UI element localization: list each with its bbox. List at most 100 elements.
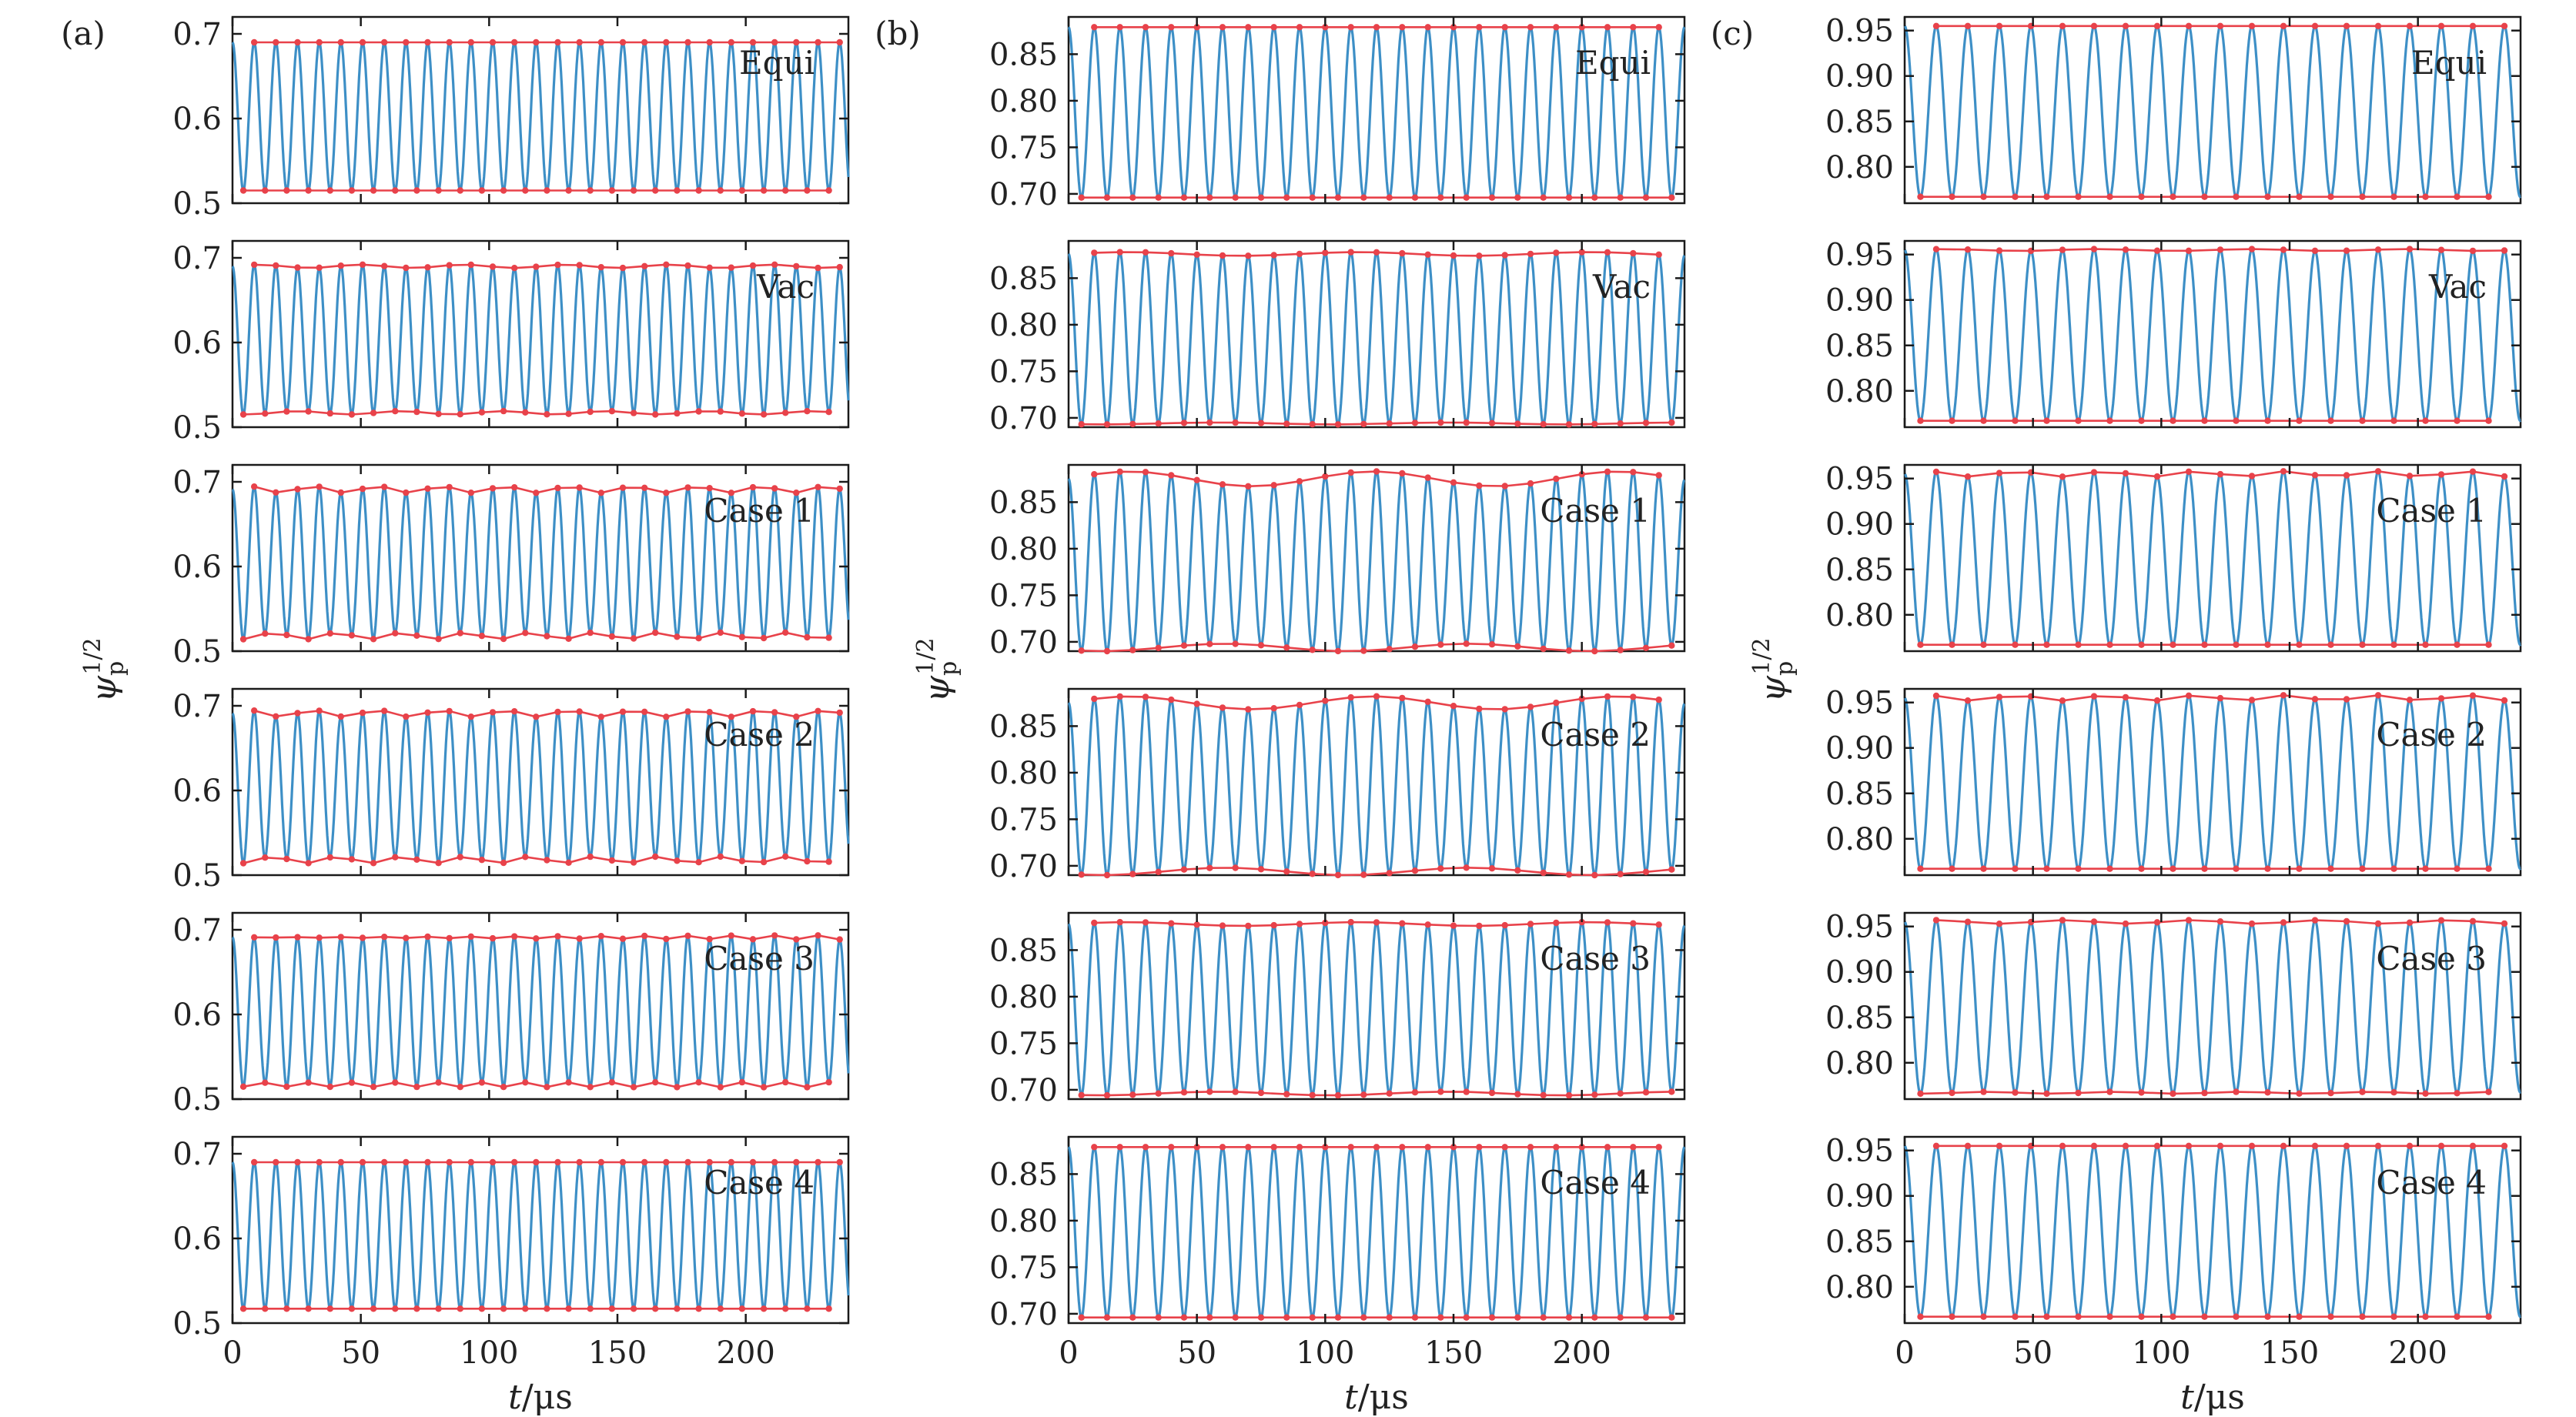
lower-envelope-marker bbox=[1642, 419, 1650, 426]
lower-envelope-marker bbox=[283, 855, 290, 863]
upper-envelope-marker bbox=[641, 1158, 648, 1166]
upper-envelope-marker bbox=[1450, 479, 1457, 486]
upper-envelope-marker bbox=[424, 264, 431, 271]
upper-envelope-marker bbox=[273, 713, 279, 720]
y-tick-label: 0.7 bbox=[172, 465, 222, 500]
lower-envelope-marker bbox=[2422, 193, 2429, 200]
lower-envelope-marker bbox=[1283, 644, 1290, 651]
y-tick-label: 0.70 bbox=[989, 849, 1058, 884]
upper-envelope-marker bbox=[1245, 24, 1252, 31]
lower-envelope-marker bbox=[1617, 1090, 1624, 1097]
upper-envelope-marker bbox=[533, 263, 540, 270]
y-tick-label: 0.80 bbox=[1825, 1046, 1894, 1081]
lower-envelope-marker bbox=[326, 409, 333, 417]
y-tick-label: 0.85 bbox=[989, 1157, 1058, 1192]
lower-envelope-marker bbox=[738, 633, 746, 640]
upper-envelope-marker bbox=[1578, 24, 1585, 31]
lower-envelope-marker bbox=[1917, 641, 1924, 648]
upper-envelope-marker bbox=[749, 38, 757, 46]
upper-envelope-marker bbox=[2122, 693, 2129, 701]
lower-envelope-marker bbox=[717, 853, 724, 861]
upper-envelope-marker bbox=[1270, 1144, 1277, 1151]
lower-envelope-marker bbox=[695, 1079, 702, 1086]
upper-envelope-marker bbox=[316, 38, 323, 46]
upper-envelope-marker bbox=[489, 485, 497, 492]
upper-envelope-marker bbox=[2248, 246, 2256, 252]
upper-envelope-marker bbox=[381, 707, 388, 714]
panel-label: Equi bbox=[739, 44, 815, 82]
lower-envelope-marker bbox=[500, 187, 507, 194]
lower-envelope-marker bbox=[2327, 641, 2334, 648]
lower-envelope-marker bbox=[283, 1083, 290, 1091]
lower-envelope-marker bbox=[500, 407, 507, 415]
lower-envelope-marker bbox=[1129, 420, 1136, 428]
upper-envelope-marker bbox=[1476, 922, 1483, 930]
lower-envelope-marker bbox=[1463, 194, 1470, 201]
upper-envelope-marker bbox=[446, 38, 453, 46]
lower-envelope-marker bbox=[435, 1305, 442, 1312]
upper-envelope-marker bbox=[663, 261, 670, 268]
lower-envelope-marker bbox=[500, 859, 507, 867]
lower-envelope-marker bbox=[1980, 417, 1987, 424]
upper-envelope-marker bbox=[706, 38, 713, 46]
y-tick-label: 0.85 bbox=[989, 37, 1058, 72]
lower-envelope-marker bbox=[565, 859, 572, 867]
lower-envelope-marker bbox=[1980, 1313, 1987, 1320]
upper-envelope-marker bbox=[1450, 922, 1457, 929]
lower-envelope-marker bbox=[2106, 193, 2113, 200]
lower-envelope-marker bbox=[1360, 1314, 1367, 1321]
upper-envelope-marker bbox=[663, 714, 670, 720]
lower-envelope-marker bbox=[370, 409, 377, 416]
upper-envelope-marker bbox=[2216, 918, 2224, 925]
upper-envelope-marker bbox=[1996, 247, 2003, 254]
x-tick-label: 200 bbox=[716, 1335, 774, 1371]
lower-envelope-marker bbox=[825, 409, 832, 416]
upper-envelope-marker bbox=[403, 713, 410, 720]
lower-envelope-marker bbox=[1949, 193, 1955, 200]
lower-envelope-marker bbox=[457, 1084, 463, 1091]
lower-envelope-marker bbox=[2454, 865, 2461, 872]
y-tick-label: 0.6 bbox=[172, 1221, 222, 1257]
upper-envelope-marker bbox=[2248, 1142, 2256, 1150]
upper-envelope-marker bbox=[576, 708, 583, 715]
upper-envelope-marker bbox=[597, 264, 604, 271]
upper-envelope-marker bbox=[1219, 1144, 1226, 1151]
upper-envelope-marker bbox=[294, 1158, 301, 1166]
lower-envelope-marker bbox=[587, 187, 594, 194]
upper-envelope-marker bbox=[1322, 24, 1329, 31]
x-tick-label: 200 bbox=[1552, 1335, 1611, 1371]
lower-envelope-marker bbox=[348, 632, 356, 639]
lower-envelope-marker bbox=[1463, 640, 1470, 647]
lower-envelope bbox=[1081, 1091, 1672, 1097]
y-tick-label: 0.80 bbox=[989, 84, 1058, 119]
lower-envelope-marker bbox=[695, 859, 702, 866]
lower-envelope-marker bbox=[2075, 1313, 2082, 1320]
lower-envelope-marker bbox=[1232, 419, 1239, 426]
upper-envelope-marker bbox=[793, 38, 800, 46]
upper-envelope-marker bbox=[1373, 919, 1380, 926]
lower-envelope-marker bbox=[262, 1079, 269, 1086]
lower-envelope-marker bbox=[1180, 419, 1188, 426]
y-tick-label: 0.70 bbox=[989, 1297, 1058, 1332]
upper-envelope-marker bbox=[1193, 24, 1200, 31]
lower-envelope-marker bbox=[608, 857, 616, 864]
lower-envelope-marker bbox=[674, 633, 681, 640]
lower-envelope-marker bbox=[2296, 1313, 2303, 1320]
upper-envelope-marker bbox=[554, 38, 561, 46]
lower-envelope-marker bbox=[370, 860, 377, 867]
y-tick-label: 0.85 bbox=[989, 261, 1058, 296]
upper-envelope-marker bbox=[597, 1158, 604, 1166]
y-tick-label: 0.80 bbox=[1825, 1270, 1894, 1305]
lower-envelope-marker bbox=[2422, 641, 2429, 648]
upper-envelope-marker bbox=[1604, 249, 1611, 256]
lower-envelope-marker bbox=[1463, 1314, 1470, 1321]
lower-envelope-marker bbox=[392, 1079, 399, 1086]
panel-label: Case 1 bbox=[2376, 492, 2487, 530]
upper-envelope-marker bbox=[684, 262, 691, 269]
x-tick-label: 100 bbox=[2132, 1335, 2190, 1371]
lower-envelope-marker bbox=[1283, 868, 1290, 875]
lower-envelope-marker bbox=[1103, 421, 1111, 428]
lower-envelope-marker bbox=[1488, 1314, 1496, 1321]
upper-envelope-marker bbox=[1296, 921, 1303, 927]
upper-envelope-marker bbox=[1476, 482, 1483, 490]
